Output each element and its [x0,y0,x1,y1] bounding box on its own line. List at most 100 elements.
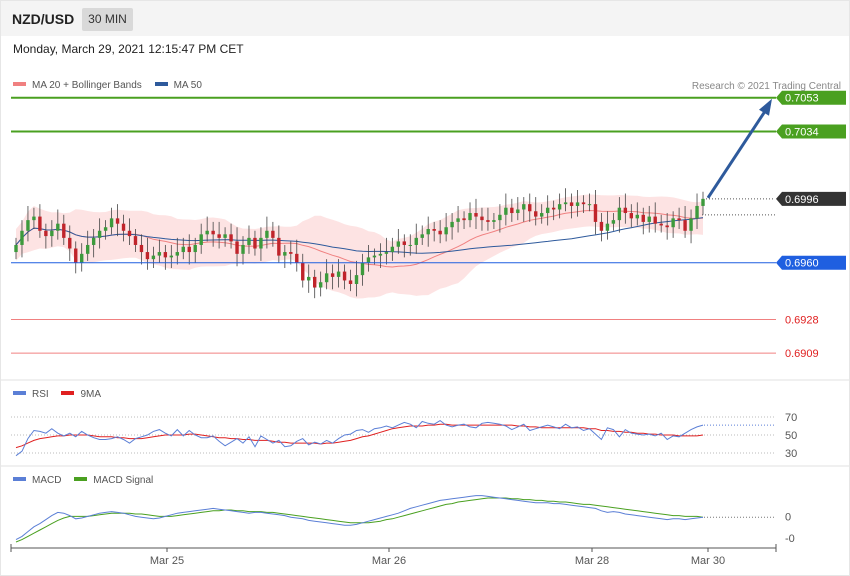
candle [420,234,424,238]
candle [534,211,538,217]
candle [408,244,412,246]
candle [366,257,371,263]
legend-item-ma20: MA 20 + Bollinger Bands [13,80,142,91]
candle [701,198,705,206]
candle [26,220,30,231]
candle [253,237,257,249]
candle [295,253,299,263]
candle [181,246,185,253]
candle [217,234,221,238]
candle [659,223,663,226]
candle [593,204,598,222]
candle [85,244,90,254]
candle [271,230,275,238]
forecast-arrow [706,108,768,199]
level-support-label: 0.6928 [785,314,819,326]
candle [223,234,227,238]
candle [157,252,162,256]
candle [695,205,699,219]
level-support-label: 0.6909 [785,348,819,360]
macd-tick-label: 0 [785,511,791,523]
candle [265,230,269,238]
candle [91,237,96,245]
level-target-label: 0.7053 [785,93,819,105]
candle [342,271,347,281]
rsi-line [15,419,704,457]
candle [103,227,108,231]
candle [121,223,126,231]
candle [330,273,335,277]
candle [450,221,454,228]
candle [569,202,574,206]
candle [324,273,329,283]
level-pivot-label-bg [776,255,846,270]
candle [444,227,448,235]
price-legend: MA 20 + Bollinger Bands MA 50 [13,80,202,91]
candle [289,252,293,254]
candle [462,218,466,221]
header-bar: NZD/USD 30 MIN [1,1,849,36]
timeframe-button[interactable]: 30 MIN [82,8,133,31]
credit-text: Research © 2021 Trading Central [691,81,841,92]
candle [378,253,383,256]
candle [133,236,138,245]
candle [372,255,377,258]
candle [504,207,508,215]
candle [671,218,675,228]
candle [97,230,102,238]
candle [193,244,197,253]
candle [438,230,442,235]
current-price-value: 0.6996 [785,194,819,206]
candle [599,221,604,231]
candle [683,220,687,231]
candle [581,202,586,205]
legend-swatch [13,477,26,482]
candle [396,241,401,247]
candle [74,248,78,263]
datetime-label: Monday, March 29, 2021 12:15:47 PM CET [13,42,244,56]
candle [247,237,251,245]
candle [492,220,496,222]
legend-item-rsi-ma: 9MA [61,389,101,400]
candle [390,246,395,253]
rsi-legend: RSI 9MA [13,389,101,400]
candle [551,207,556,210]
candle [605,223,610,231]
candle [611,220,616,224]
level-target-label-bg [776,124,846,139]
candle [498,214,502,221]
candle [312,276,317,288]
candle [516,209,520,214]
macd-signal-line [15,497,704,543]
candle [14,244,18,253]
candle [384,252,389,254]
rsi-tick-label: 30 [785,448,797,460]
rsi-tick-label: 70 [785,412,797,424]
candle [456,218,460,222]
legend-swatch [13,82,26,87]
candle [318,282,323,288]
candle [563,202,568,205]
candle [354,275,359,284]
candle [617,207,622,221]
candle [360,262,365,276]
candle [32,216,36,221]
candle [175,252,179,256]
candle [480,216,484,221]
legend-item-rsi: RSI [13,389,49,400]
candle [211,230,215,235]
candle [336,271,341,277]
macd-legend: MACD MACD Signal [13,475,153,486]
legend-swatch [13,391,26,396]
candle [474,213,478,217]
candle [38,216,42,231]
macd-tick-label: -0 [785,533,795,545]
candle [414,237,418,245]
candle [283,252,287,256]
candle [145,252,150,260]
candle [468,213,472,221]
candle [20,230,24,245]
x-axis-tick-label: Mar 30 [691,555,725,567]
legend-item-ma50: MA 50 [154,80,202,91]
